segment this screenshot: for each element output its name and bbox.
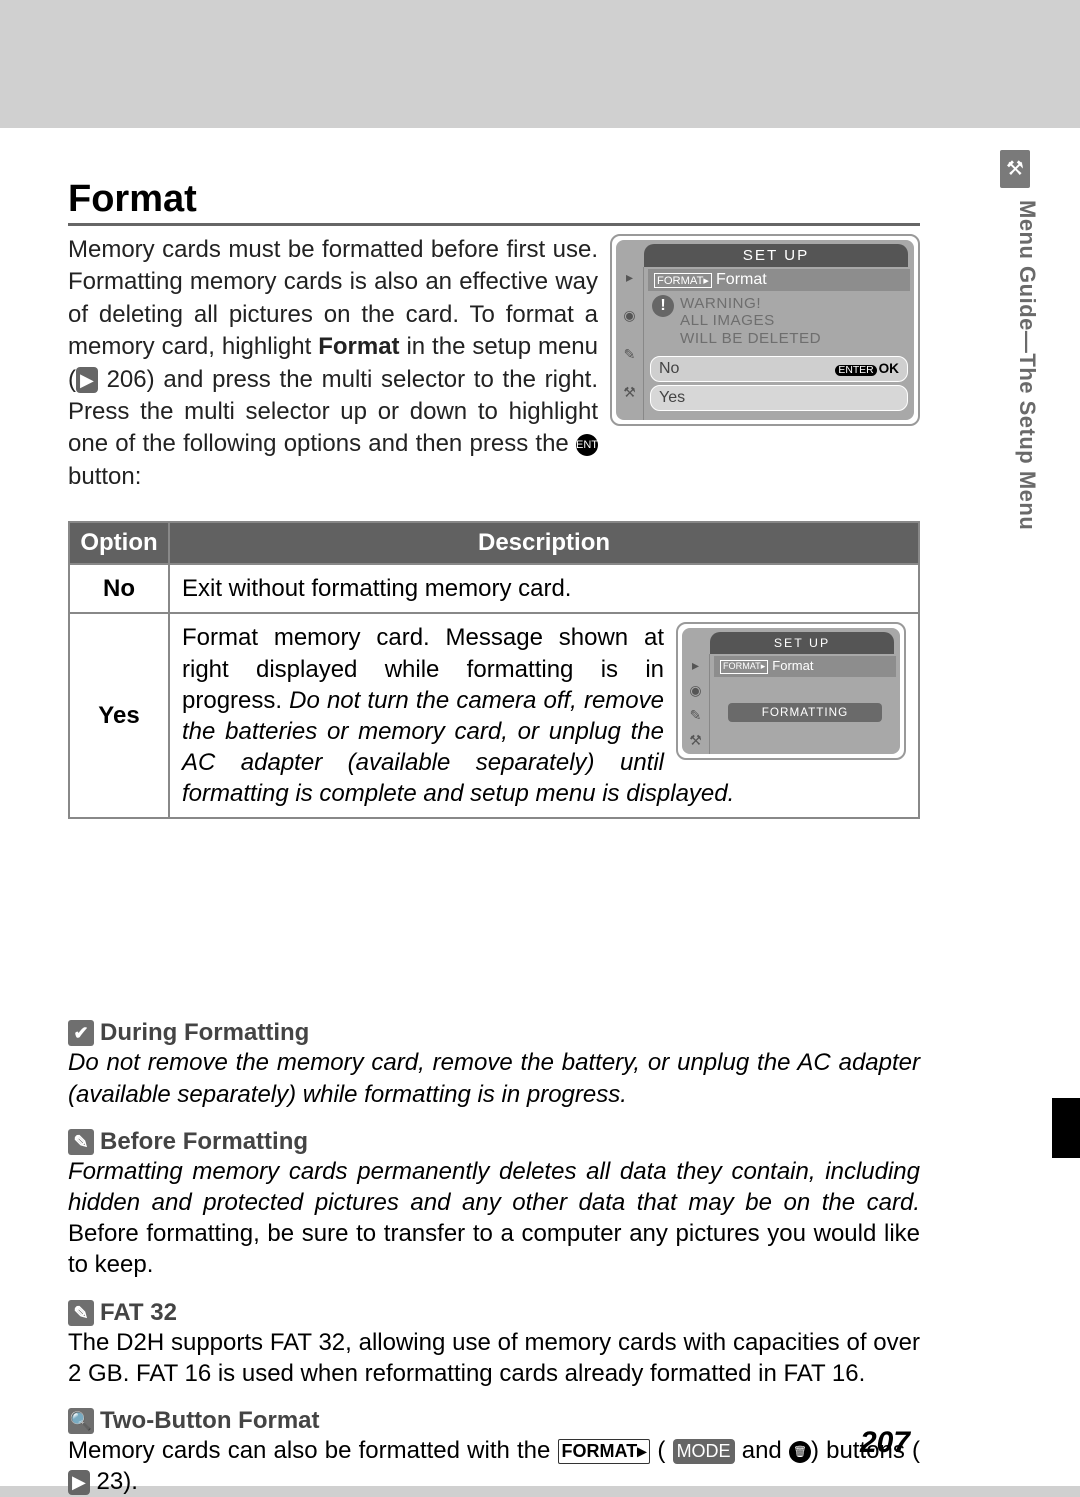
pencil-icon: ✎ — [68, 1300, 94, 1326]
note-heading: ✎ Before Formatting — [68, 1128, 920, 1156]
pencil-icon: ✎ — [616, 344, 643, 382]
page-ref-icon: ▶ — [68, 1470, 90, 1495]
lcd-titlebar: SET UP — [644, 244, 908, 267]
page-edge-tab: ⚒ Menu Guide—The Setup Menu — [980, 128, 1080, 1486]
magnify-icon: 🔍 — [68, 1408, 94, 1434]
check-icon: ✔ — [68, 1020, 94, 1046]
note-heading: 🔍 Two-Button Format — [68, 1407, 920, 1435]
manual-page: Format SET UP ▸ ◉ ✎ ⚒ FORMAT▸ Format — [0, 128, 980, 1486]
format-button-icon: FORMAT▸ — [558, 1439, 651, 1464]
page-title: Format — [68, 178, 920, 226]
col-option: Option — [69, 522, 169, 564]
play-icon: ▸ — [616, 267, 643, 305]
trash-button-icon: 🗑 — [789, 1441, 811, 1463]
thumb-index-bar — [1052, 1098, 1080, 1158]
lcd-warning: ! WARNING! ALL IMAGES WILL BE DELETED — [648, 291, 910, 353]
formatting-label: FORMATTING — [728, 703, 882, 722]
note-body: The D2H supports FAT 32, allowing use of… — [68, 1327, 920, 1389]
note-heading: ✎ FAT 32 — [68, 1299, 920, 1327]
lcd-breadcrumb: FORMAT▸ Format — [648, 269, 910, 291]
options-table: Option Description No Exit without forma… — [68, 521, 920, 819]
page-ref-icon: ▶ — [76, 367, 98, 393]
play-icon: ▸ — [682, 654, 709, 679]
wrench-icon: ⚒ — [616, 382, 643, 420]
pencil-icon: ✎ — [682, 704, 709, 729]
wrench-icon: ⚒ — [682, 729, 709, 754]
note-body: Do not remove the memory card, remove th… — [68, 1047, 920, 1109]
format-icon: FORMAT▸ — [720, 660, 768, 674]
camera-icon: ◉ — [682, 679, 709, 704]
note-heading: ✔ During Formatting — [68, 1019, 920, 1047]
pencil-icon: ✎ — [68, 1129, 94, 1155]
notes-section: ✔ During Formatting Do not remove the me… — [68, 1019, 920, 1497]
lcd-option-yes: Yes — [650, 385, 908, 411]
note-body: Formatting memory cards permanently dele… — [68, 1156, 920, 1281]
warning-icon: ! — [652, 295, 674, 317]
intro-block: SET UP ▸ ◉ ✎ ⚒ FORMAT▸ Format — [68, 234, 920, 493]
enter-button-icon: ENTER — [576, 434, 598, 456]
mode-button-icon: MODE — [673, 1439, 735, 1464]
enter-badge: ENTER — [835, 365, 876, 376]
table-row: Yes SET UP ▸ ◉ ✎ ⚒ — [69, 613, 919, 818]
lcd-sidebar-icons: ▸ ◉ ✎ ⚒ — [616, 267, 644, 420]
format-icon: FORMAT▸ — [654, 273, 712, 288]
col-description: Description — [169, 522, 919, 564]
camera-screen-formatting: SET UP ▸ ◉ ✎ ⚒ FORMAT▸ F — [676, 622, 906, 760]
camera-icon: ◉ — [616, 305, 643, 343]
table-row: No Exit without formatting memory card. — [69, 564, 919, 613]
section-label: Menu Guide—The Setup Menu — [1014, 200, 1040, 530]
lcd-option-no: No ENTEROK — [650, 356, 908, 382]
camera-screen-format-confirm: SET UP ▸ ◉ ✎ ⚒ FORMAT▸ Format — [610, 234, 920, 426]
note-body: Memory cards can also be formatted with … — [68, 1435, 920, 1497]
wrench-tab-icon: ⚒ — [1000, 150, 1030, 188]
page-number: 207 — [860, 1426, 910, 1460]
